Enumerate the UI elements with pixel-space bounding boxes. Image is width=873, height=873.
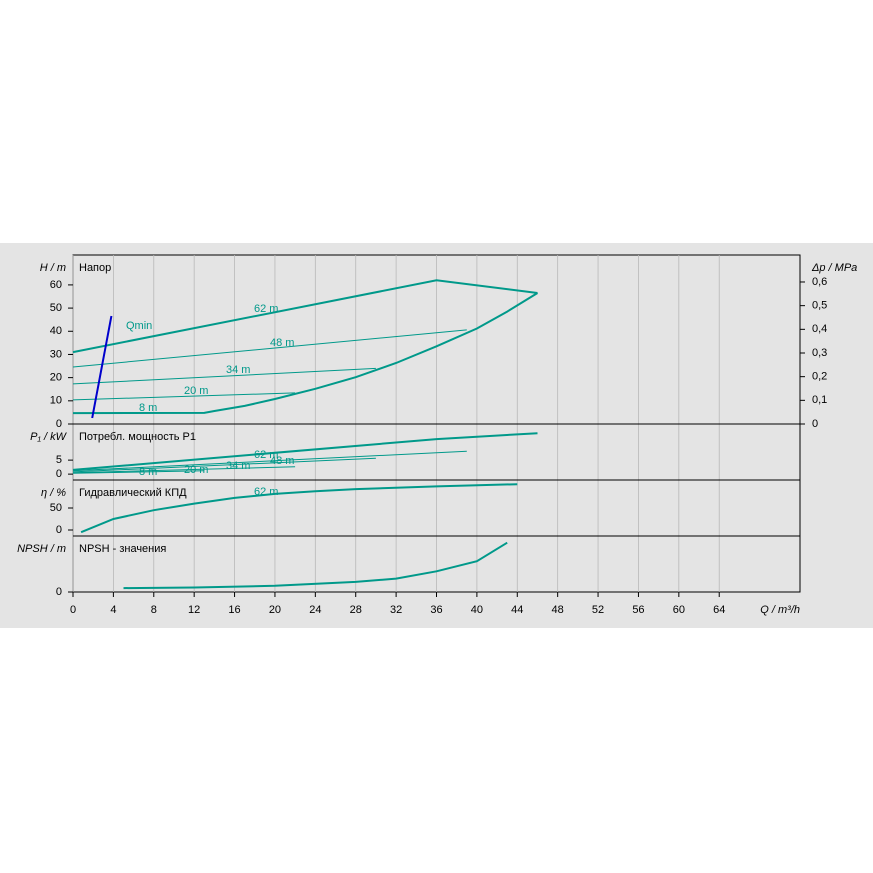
- curve-label: 20 m: [184, 464, 208, 476]
- curve: [72, 279, 538, 354]
- curve-label: 62 m: [254, 449, 278, 461]
- y-tick-label: 20: [50, 372, 62, 384]
- y2-tick-label: 0,3: [812, 347, 827, 359]
- y-tick-label: 0: [56, 524, 62, 536]
- x-tick-label: 36: [430, 604, 442, 616]
- y2-tick-label: 0,4: [812, 323, 827, 335]
- curve-label: 34 m: [226, 460, 250, 472]
- curve-label: Qmin: [126, 320, 152, 332]
- y-axis-label: NPSH / m: [17, 543, 66, 555]
- curve: [91, 315, 113, 419]
- y-tick-label: 0: [56, 418, 62, 430]
- y-tick-label: 5: [56, 454, 62, 466]
- curve: [72, 470, 205, 474]
- panel-title: Потребл. мощность P1: [79, 431, 196, 443]
- x-tick-label: 32: [390, 604, 402, 616]
- y-axis-label: η / %: [41, 487, 66, 499]
- x-axis-label: Q / m³/h: [760, 604, 800, 616]
- x-tick-label: 28: [350, 604, 362, 616]
- x-tick-label: 24: [309, 604, 321, 616]
- y-tick-label: 40: [50, 325, 62, 337]
- curve-label: 34 m: [226, 364, 250, 376]
- y2-axis-label: Δp / MPa: [811, 262, 857, 274]
- curve: [72, 466, 296, 474]
- x-tick-label: 4: [110, 604, 116, 616]
- curve: [72, 292, 539, 415]
- x-tick-label: 20: [269, 604, 281, 616]
- x-tick-label: 48: [552, 604, 564, 616]
- y-tick-label: 50: [50, 302, 62, 314]
- y-axis-label: P₁ / kW: [30, 431, 67, 443]
- x-tick-label: 40: [471, 604, 483, 616]
- y-tick-label: 10: [50, 395, 62, 407]
- x-tick-label: 44: [511, 604, 523, 616]
- curve: [123, 541, 508, 590]
- y-tick-label: 50: [50, 502, 62, 514]
- curve-label: 8 m: [139, 402, 157, 414]
- y-axis-label: H / m: [40, 262, 66, 274]
- y2-tick-label: 0: [812, 418, 818, 430]
- panel-title: Гидравлический КПД: [79, 487, 187, 499]
- curve: [72, 457, 376, 473]
- x-tick-label: 8: [151, 604, 157, 616]
- x-tick-label: 60: [673, 604, 685, 616]
- curve: [72, 432, 538, 471]
- x-tick-label: 16: [228, 604, 240, 616]
- y2-tick-label: 0,2: [812, 371, 827, 383]
- y2-tick-label: 0,1: [812, 394, 827, 406]
- y2-tick-label: 0,5: [812, 300, 827, 312]
- curve-label: 62 m: [254, 486, 278, 498]
- panel-title: NPSH - значения: [79, 543, 166, 555]
- x-tick-label: 0: [70, 604, 76, 616]
- y-tick-label: 0: [56, 468, 62, 480]
- curve: [72, 329, 467, 368]
- curve: [72, 450, 467, 472]
- curve-label: 62 m: [254, 303, 278, 315]
- curve: [72, 392, 296, 401]
- curve-label: 48 m: [270, 337, 294, 349]
- x-tick-label: 12: [188, 604, 200, 616]
- y2-tick-label: 0,6: [812, 276, 827, 288]
- curve: [72, 367, 376, 385]
- x-tick-label: 56: [632, 604, 644, 616]
- curve: [80, 483, 518, 534]
- x-tick-label: 64: [713, 604, 725, 616]
- y-tick-label: 60: [50, 279, 62, 291]
- x-tick-label: 52: [592, 604, 604, 616]
- y-tick-label: 0: [56, 586, 62, 598]
- panel-title: Напор: [79, 262, 111, 274]
- curve-label: 48 m: [270, 455, 294, 467]
- curve-label: 8 m: [139, 466, 157, 478]
- curve-label: 20 m: [184, 385, 208, 397]
- y-tick-label: 30: [50, 348, 62, 360]
